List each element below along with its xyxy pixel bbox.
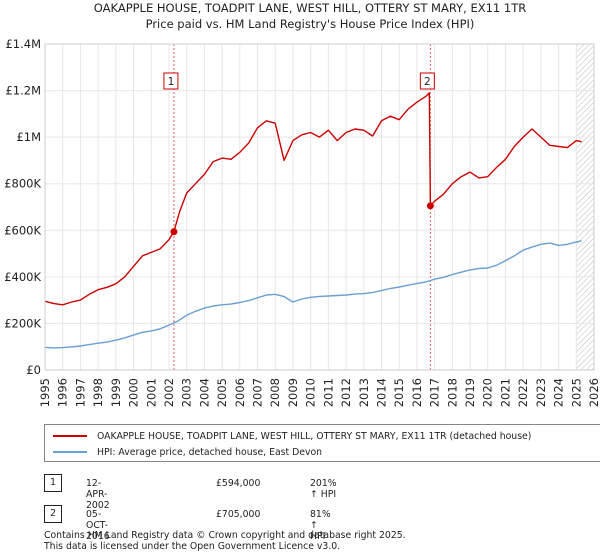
y-tick-label: £1.4M <box>5 37 41 51</box>
transaction-point <box>426 202 434 210</box>
hpi-line <box>44 240 582 349</box>
x-tick-label: 2021 <box>498 378 512 407</box>
x-tick-label: 1997 <box>73 378 87 407</box>
x-tick-label: 2026 <box>587 378 600 407</box>
x-tick-label: 2005 <box>215 378 229 407</box>
series-layer <box>44 92 582 349</box>
x-tick-label: 2010 <box>304 378 318 407</box>
y-tick-label: £400K <box>4 270 41 284</box>
transaction-label: 2 <box>424 76 431 88</box>
x-tick-label: 2000 <box>127 378 141 407</box>
x-tick-label: 2006 <box>233 378 247 407</box>
x-tick-label: 2025 <box>569 378 583 407</box>
legend-item-property: OAKAPPLE HOUSE, TOADPIT LANE, WEST HILL,… <box>53 428 531 444</box>
plot-border <box>44 43 595 371</box>
price-chart: OAKAPPLE HOUSE, TOADPIT LANE, WEST HILL,… <box>4 1 600 407</box>
y-tick-label: £0 <box>26 363 41 377</box>
x-tick-label: 2016 <box>410 378 424 407</box>
transaction-price: £705,000 <box>216 509 261 520</box>
legend-label-property: OAKAPPLE HOUSE, TOADPIT LANE, WEST HILL,… <box>97 430 532 442</box>
x-tick-label: 2017 <box>428 378 442 407</box>
x-tick-label: 2003 <box>180 378 194 407</box>
x-tick-label: 2008 <box>268 378 282 407</box>
x-tick-label: 1996 <box>56 378 70 407</box>
footer: Contains HM Land Registry data © Crown c… <box>44 530 406 552</box>
legend-line-hpi <box>53 451 87 453</box>
x-tick-label: 2001 <box>144 378 158 407</box>
x-tick-label: 2011 <box>321 378 335 407</box>
transaction-date: 12-APR-2002 <box>86 478 110 511</box>
x-tick-label: 2012 <box>339 378 353 407</box>
grid <box>44 43 595 371</box>
x-tick-label: 2004 <box>197 378 211 407</box>
forecast-hatch <box>576 44 594 370</box>
footer-line: This data is licensed under the Open Gov… <box>44 541 341 552</box>
x-tick-label: 1998 <box>91 378 105 407</box>
transaction-label: 1 <box>168 76 175 88</box>
x-tick-label: 1999 <box>109 378 123 407</box>
transaction-hpi: 81% ↑ HPI <box>310 509 331 542</box>
legend: OAKAPPLE HOUSE, TOADPIT LANE, WEST HILL,… <box>44 424 600 462</box>
transaction-price: £594,000 <box>216 478 261 489</box>
y-tick-label: £200K <box>4 316 41 330</box>
legend-item-hpi: HPI: Average price, detached house, East… <box>53 444 322 460</box>
x-tick-label: 2020 <box>481 378 495 407</box>
x-tick-label: 2018 <box>445 378 459 407</box>
plot-background <box>45 44 594 370</box>
x-tick-label: 2015 <box>392 378 406 407</box>
x-tick-label: 2013 <box>357 378 371 407</box>
transaction-point <box>170 228 178 236</box>
x-tick-label: 1995 <box>38 378 52 407</box>
x-tick-label: 2022 <box>516 378 530 407</box>
y-tick-label: £600K <box>4 223 41 237</box>
x-tick-label: 2019 <box>463 378 477 407</box>
chart-title: OAKAPPLE HOUSE, TOADPIT LANE, WEST HILL,… <box>94 1 526 15</box>
x-tick-label: 2014 <box>374 378 388 407</box>
x-tick-label: 2009 <box>286 378 300 407</box>
x-axis: 1995 1996 1997 1998 1999 2000 2001 2002 2003 2004… <box>38 378 600 407</box>
transaction-label-box <box>163 72 179 90</box>
y-tick-label: £1M <box>16 130 41 144</box>
transaction-label-box <box>419 72 435 90</box>
transaction-hpi: 201% ↑ HPI <box>310 478 337 500</box>
property-price-line <box>44 92 582 306</box>
transaction-date: 05-OCT-2016 <box>86 509 110 542</box>
footer-line: Contains HM Land Registry data © Crown c… <box>44 530 406 541</box>
x-tick-label: 2024 <box>552 378 566 407</box>
legend-label-hpi: HPI: Average price, detached house, East… <box>97 446 323 458</box>
x-tick-label: 2007 <box>251 378 265 407</box>
transaction-badge: 1 <box>44 474 62 492</box>
chart-subtitle: Price paid vs. HM Land Registry's House … <box>146 17 475 31</box>
x-tick-label: 2002 <box>162 378 176 407</box>
x-tick-label: 2023 <box>534 378 548 407</box>
transaction-badge: 2 <box>44 505 62 523</box>
y-tick-label: £1.2M <box>5 84 41 98</box>
legend-line-property <box>53 435 87 437</box>
y-axis: £0 £200K £400K £600K £800K £1M £1.2M £1.4M <box>4 37 41 377</box>
y-tick-label: £800K <box>4 177 41 191</box>
